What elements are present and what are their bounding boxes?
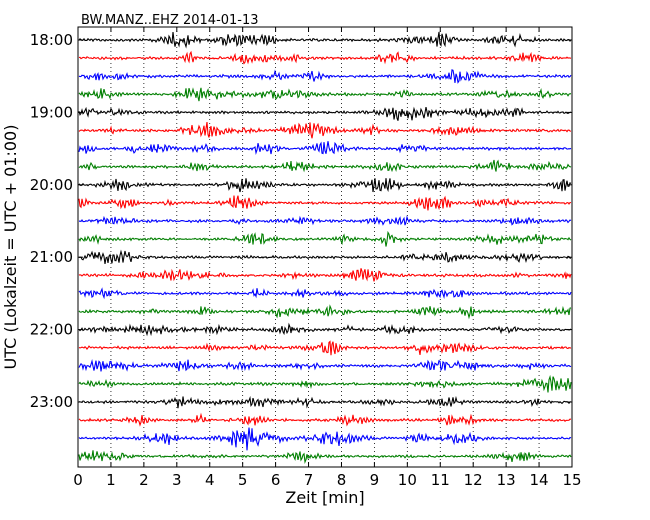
plot-frame bbox=[77, 26, 573, 468]
y-tick-label: 18:00 bbox=[30, 31, 73, 49]
trace-1900 bbox=[78, 106, 572, 121]
x-tick-label: 12 bbox=[464, 471, 483, 489]
x-tick-label: 15 bbox=[562, 471, 581, 489]
x-tick-label: 0 bbox=[73, 471, 83, 489]
trace-2315 bbox=[78, 412, 572, 427]
y-tick-label: 21:00 bbox=[30, 248, 73, 266]
trace-1945 bbox=[78, 159, 572, 173]
x-tick-label: 2 bbox=[139, 471, 149, 489]
trace-2330 bbox=[78, 427, 572, 451]
trace-2145 bbox=[78, 304, 572, 320]
x-tick-label: 3 bbox=[172, 471, 182, 489]
trace-2100 bbox=[78, 249, 572, 265]
trace-2030 bbox=[78, 215, 572, 226]
x-tick-label: 8 bbox=[337, 471, 347, 489]
trace-2045 bbox=[78, 230, 572, 247]
x-tick-label: 1 bbox=[106, 471, 116, 489]
trace-2000 bbox=[78, 178, 572, 193]
y-tick-label: 19:00 bbox=[30, 103, 73, 121]
trace-2300 bbox=[78, 395, 572, 409]
trace-2345 bbox=[78, 450, 572, 465]
x-axis-ticks: 0 1 2 3 4 5 6 7 8 9 10 11 12 13 14 15 bbox=[73, 27, 582, 489]
trace-1830 bbox=[78, 69, 572, 84]
x-tick-label: 14 bbox=[530, 471, 549, 489]
x-tick-label: 11 bbox=[431, 471, 450, 489]
y-axis-ticks: 18:00 19:00 20:00 21:00 22:00 23:00 bbox=[30, 31, 572, 411]
y-tick-label: 22:00 bbox=[30, 321, 73, 339]
x-tick-label: 5 bbox=[238, 471, 248, 489]
y-tick-label: 23:00 bbox=[30, 393, 73, 411]
x-tick-label: 7 bbox=[304, 471, 314, 489]
trace-1930 bbox=[78, 141, 572, 156]
x-tick-label: 4 bbox=[205, 471, 215, 489]
trace-2015 bbox=[78, 195, 572, 211]
x-tick-label: 13 bbox=[497, 471, 516, 489]
trace-2230 bbox=[78, 359, 572, 372]
y-tick-label: 20:00 bbox=[30, 176, 73, 194]
y-axis-label: UTC (Lokalzeit = UTC + 01:00) bbox=[1, 125, 20, 370]
trace-2215 bbox=[78, 340, 572, 356]
trace-1845 bbox=[78, 87, 572, 102]
chart-title: BW.MANZ..EHZ 2014-01-13 bbox=[81, 13, 259, 28]
x-tick-label: 6 bbox=[271, 471, 281, 489]
trace-2245 bbox=[78, 374, 572, 393]
trace-1915 bbox=[78, 121, 572, 139]
trace-1800 bbox=[78, 31, 572, 49]
trace-1815 bbox=[78, 50, 572, 65]
x-tick-label: 10 bbox=[398, 471, 417, 489]
grid-lines bbox=[110, 27, 540, 467]
x-axis-label: Zeit [min] bbox=[285, 488, 364, 507]
trace-2115 bbox=[78, 268, 572, 282]
trace-2130 bbox=[78, 287, 572, 300]
trace-group bbox=[78, 31, 572, 465]
x-tick-label: 9 bbox=[370, 471, 380, 489]
trace-2200 bbox=[78, 322, 572, 337]
